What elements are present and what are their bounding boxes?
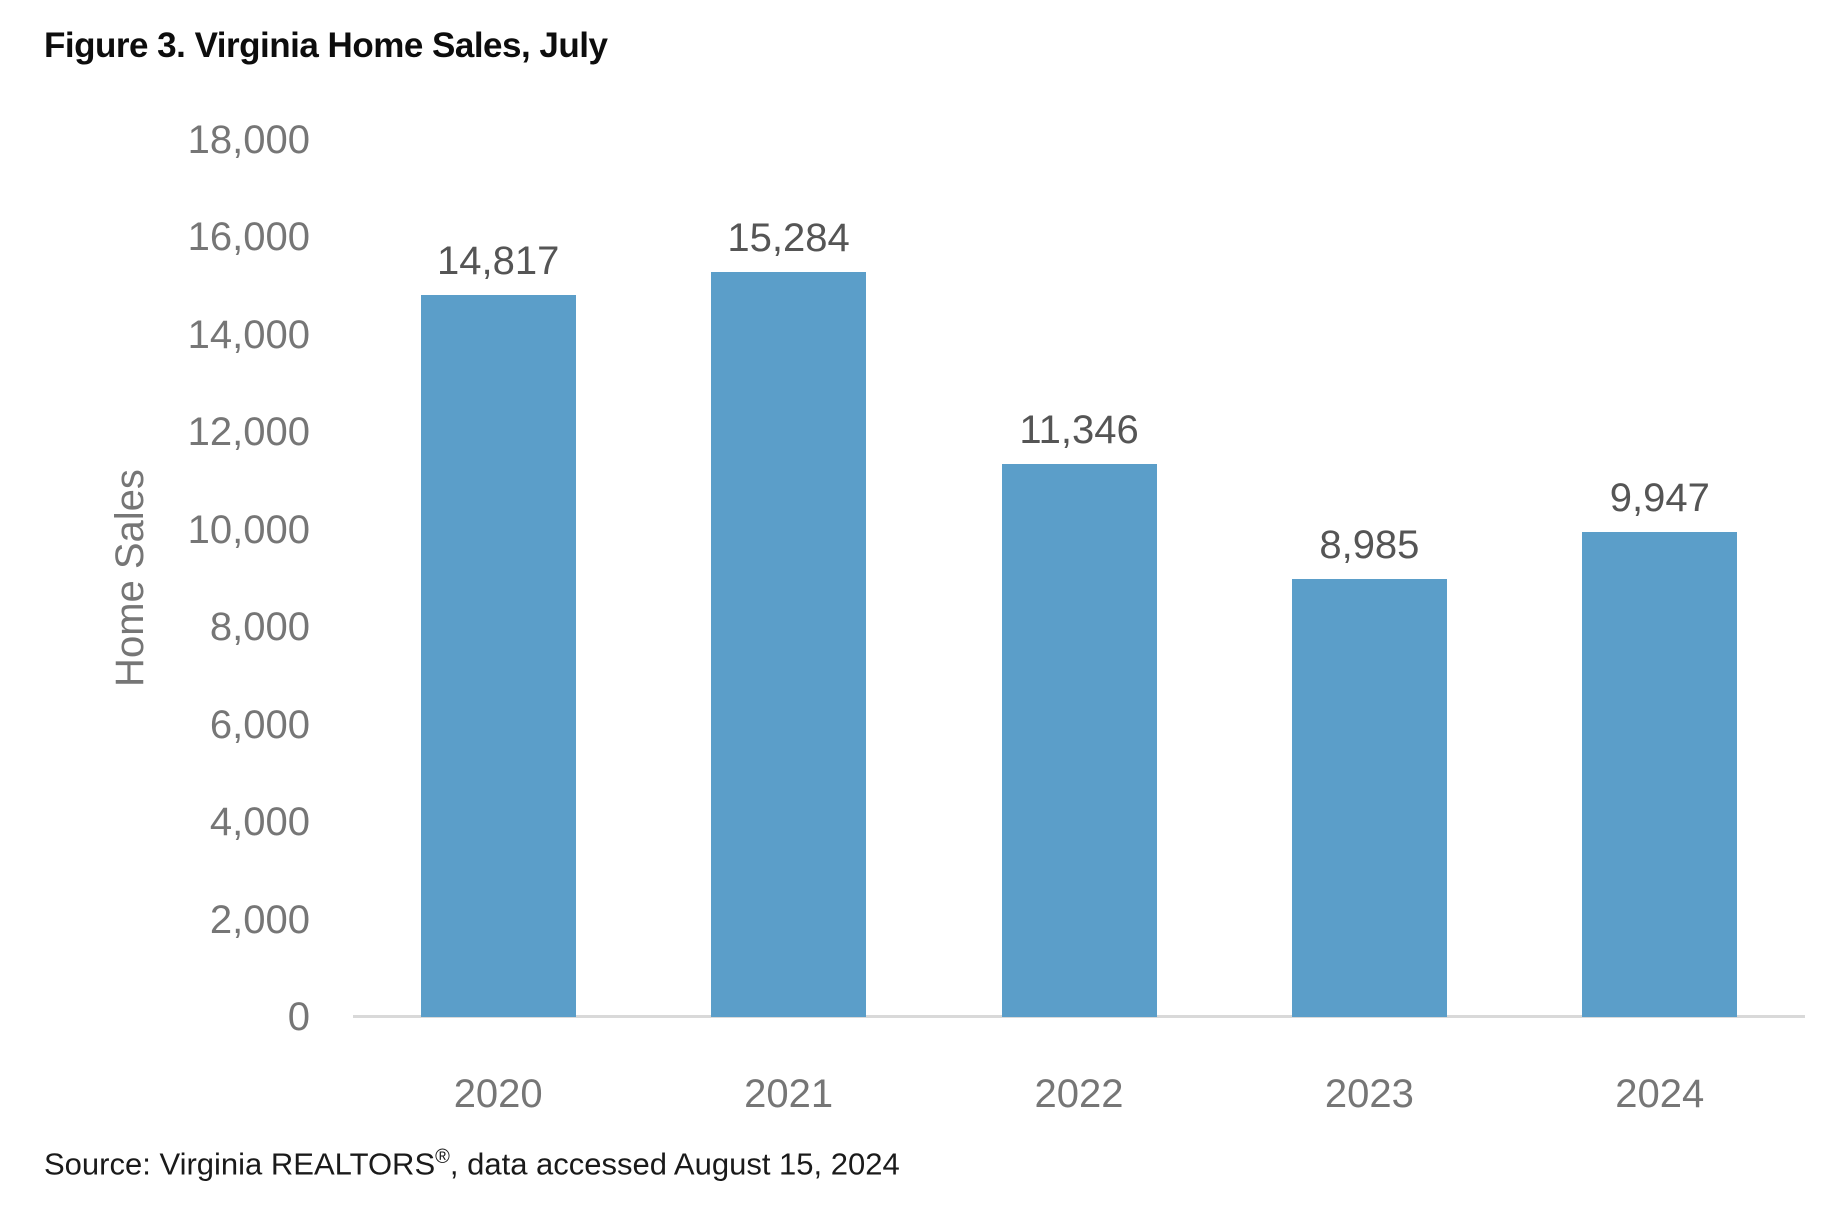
bar-value-label-2023: 8,985 <box>1319 523 1420 567</box>
bar-2020 <box>420 295 576 1017</box>
y-tick-label-2000: 2,000 <box>209 897 310 942</box>
bar-value-label-2024: 9,947 <box>1609 476 1710 520</box>
bar-value-label-2022: 11,346 <box>1019 408 1139 452</box>
bar-value-label-2020: 14,817 <box>437 239 560 283</box>
x-tick-label-2020: 2020 <box>453 1072 543 1116</box>
y-tick-label-16000: 16,000 <box>187 215 310 260</box>
x-tick-label-2023: 2023 <box>1324 1072 1414 1116</box>
x-tick-label-2024: 2024 <box>1615 1072 1705 1116</box>
y-tick-label-0: 0 <box>287 995 310 1039</box>
registered-trademark-symbol: ® <box>435 1146 450 1168</box>
chart-title: Figure 3. Virginia Home Sales, July <box>44 26 608 65</box>
bar-2023 <box>1291 579 1447 1017</box>
y-tick-label-8000: 8,000 <box>209 605 310 650</box>
y-tick-label-10000: 10,000 <box>187 507 310 552</box>
bar-value-label-2021: 15,284 <box>727 216 850 260</box>
y-tick-label-6000: 6,000 <box>209 702 310 747</box>
x-tick-label-2022: 2022 <box>1034 1072 1124 1116</box>
bar-2024 <box>1582 532 1738 1017</box>
y-tick-label-4000: 4,000 <box>209 800 310 845</box>
y-tick-label-14000: 14,000 <box>187 312 310 357</box>
bar-2021 <box>711 272 867 1017</box>
source-note-suffix: , data accessed August 15, 2024 <box>449 1146 900 1182</box>
source-note: Source: Virginia REALTORS®, data accesse… <box>44 1146 900 1182</box>
x-tick-label-2021: 2021 <box>744 1072 834 1116</box>
y-tick-label-18000: 18,000 <box>187 118 310 162</box>
y-tick-label-12000: 12,000 <box>187 410 310 455</box>
source-note-text: Source: Virginia REALTORS <box>44 1146 436 1182</box>
bar-2022 <box>1001 464 1157 1017</box>
